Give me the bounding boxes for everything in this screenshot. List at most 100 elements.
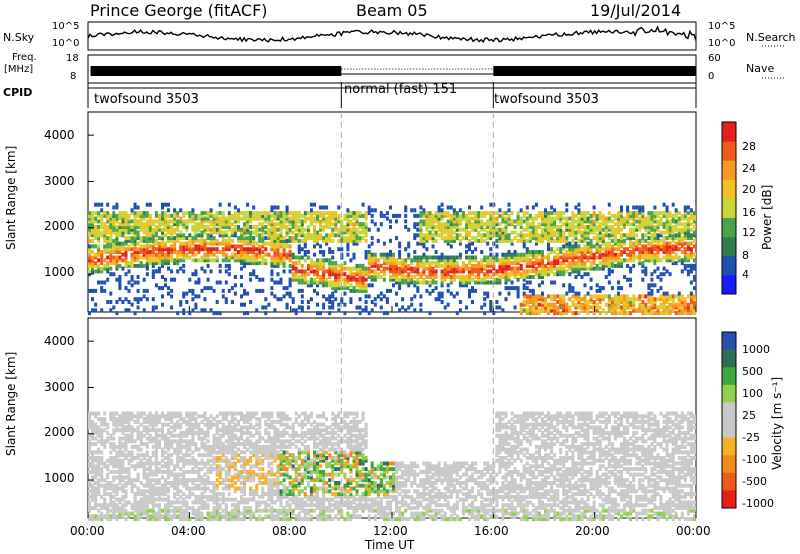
velocity-cell xyxy=(88,481,91,485)
power-cell xyxy=(109,258,113,263)
velocity-cell xyxy=(124,456,128,460)
power-cell xyxy=(620,205,623,210)
power-cell xyxy=(176,238,180,243)
power-cell xyxy=(556,308,560,313)
power-cell xyxy=(291,300,295,304)
power-cell xyxy=(139,244,143,249)
velocity-cell xyxy=(142,494,146,499)
power-cell xyxy=(577,222,581,227)
power-cell xyxy=(644,244,648,249)
power-cell xyxy=(130,302,134,307)
velocity-cell xyxy=(100,478,104,483)
velocity-cell xyxy=(142,489,146,494)
power-cell xyxy=(288,255,292,260)
velocity-cell xyxy=(209,447,213,452)
power-cell xyxy=(358,283,362,288)
power-cell xyxy=(325,277,329,282)
velocity-cell xyxy=(109,436,113,441)
velocity-cell xyxy=(124,475,128,480)
velocity-cell xyxy=(100,503,104,508)
power-cell xyxy=(151,252,155,257)
power-cell xyxy=(510,269,514,274)
velocity-cell xyxy=(127,500,131,505)
power-cell xyxy=(480,211,484,216)
power-cell xyxy=(145,241,149,246)
velocity-cell xyxy=(127,425,131,430)
power-cell xyxy=(203,255,207,260)
velocity-cell xyxy=(191,425,195,430)
power-cell xyxy=(598,261,602,266)
power-cell xyxy=(136,258,140,263)
power-cell xyxy=(221,252,225,257)
power-cell xyxy=(385,288,389,293)
velocity-cell xyxy=(97,464,101,469)
power-cell xyxy=(443,258,447,263)
power-cell xyxy=(200,244,204,249)
power-cell xyxy=(586,266,590,271)
power-cell xyxy=(401,266,405,271)
power-cell xyxy=(309,261,313,266)
power-cell xyxy=(121,219,125,224)
power-cell xyxy=(179,222,183,227)
power-cell xyxy=(288,283,292,288)
power-cell xyxy=(88,261,91,266)
power-cell xyxy=(97,266,101,271)
power-cell xyxy=(689,241,693,246)
power-cell xyxy=(626,233,630,238)
power-cell xyxy=(610,305,614,310)
power-cell xyxy=(355,280,359,285)
power-cell xyxy=(136,222,140,227)
power-cell xyxy=(592,311,596,316)
power-cell xyxy=(671,300,675,304)
velocity-cell xyxy=(203,417,207,422)
velocity-cell xyxy=(145,503,149,508)
power-cell xyxy=(249,238,253,243)
power-cell xyxy=(328,225,332,229)
power-cell xyxy=(556,211,560,216)
power-cell xyxy=(176,261,180,266)
power-cell xyxy=(668,302,672,307)
power-cell xyxy=(610,244,614,249)
power-cell xyxy=(528,261,532,266)
power-cell xyxy=(547,241,550,246)
power-cell xyxy=(419,219,423,224)
power-cell xyxy=(240,230,243,235)
velocity-cell xyxy=(106,431,110,435)
power-cell xyxy=(550,227,554,232)
velocity-cell xyxy=(176,475,180,480)
power-cell xyxy=(337,219,341,224)
power-cell xyxy=(571,288,575,293)
power-cell xyxy=(604,275,608,279)
power-cell xyxy=(656,213,660,218)
power-cell xyxy=(644,311,648,316)
power-cell xyxy=(659,297,663,302)
power-cell xyxy=(623,241,626,246)
power-cell xyxy=(167,219,170,224)
power-cell xyxy=(486,219,490,224)
power-cell xyxy=(586,305,590,310)
power-cell xyxy=(674,294,678,299)
velocity-cell xyxy=(188,411,192,416)
power-cell xyxy=(325,236,329,241)
velocity-cell xyxy=(206,475,210,480)
power-cell xyxy=(306,300,310,304)
power-cell xyxy=(693,244,696,249)
power-cell xyxy=(276,216,280,221)
power-cell xyxy=(498,266,502,271)
velocity-cell xyxy=(91,464,94,469)
power-cell xyxy=(322,283,326,288)
power-cell xyxy=(525,294,529,299)
velocity-cell xyxy=(167,475,170,480)
velocity-cell xyxy=(112,514,116,519)
power-cell xyxy=(392,272,395,277)
velocity-cell xyxy=(167,436,170,441)
power-cell xyxy=(413,236,417,241)
power-cell xyxy=(370,255,374,260)
power-cell xyxy=(522,258,526,263)
power-cell xyxy=(541,250,544,254)
power-cell xyxy=(553,272,557,277)
velocity-cell xyxy=(94,489,98,494)
velocity-cell xyxy=(148,483,152,488)
power-cell xyxy=(316,263,319,268)
power-cell xyxy=(559,238,563,243)
